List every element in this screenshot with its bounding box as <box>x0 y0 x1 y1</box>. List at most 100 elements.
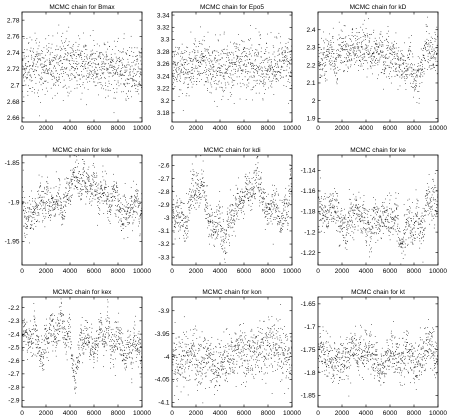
data-point <box>192 178 194 179</box>
data-point <box>65 40 67 42</box>
data-point <box>119 219 121 221</box>
data-point <box>234 210 236 212</box>
data-point <box>435 39 437 40</box>
data-point <box>191 191 192 193</box>
data-point <box>88 178 90 180</box>
data-point <box>36 221 38 222</box>
data-point <box>262 98 264 100</box>
data-point <box>269 203 271 205</box>
data-point <box>348 45 349 47</box>
data-point <box>341 38 343 39</box>
data-point <box>411 70 413 72</box>
data-point <box>399 85 401 87</box>
data-point <box>281 230 282 232</box>
data-point <box>231 87 232 89</box>
data-point <box>195 58 196 60</box>
data-point <box>383 69 385 71</box>
data-point <box>23 209 24 211</box>
data-point <box>278 53 280 55</box>
data-point <box>375 42 377 44</box>
data-point <box>37 197 39 199</box>
data-point <box>282 66 284 68</box>
data-point <box>434 40 436 42</box>
data-point <box>137 89 139 91</box>
data-point <box>256 70 258 72</box>
data-point <box>289 169 291 170</box>
data-point <box>290 72 291 74</box>
data-point <box>32 212 33 214</box>
data-point <box>234 197 236 199</box>
data-point <box>197 183 199 185</box>
data-point <box>186 215 188 217</box>
data-point <box>100 84 102 85</box>
data-point <box>257 156 259 157</box>
data-point <box>319 69 320 70</box>
data-point <box>50 74 51 75</box>
data-point <box>74 68 76 70</box>
data-point <box>325 56 326 58</box>
data-point <box>82 174 84 175</box>
data-point <box>54 77 56 79</box>
data-point <box>342 61 344 63</box>
data-point <box>47 81 49 83</box>
data-point <box>86 196 88 198</box>
data-point <box>319 62 320 64</box>
data-point <box>273 202 275 203</box>
data-point <box>214 212 216 213</box>
data-point <box>321 218 323 220</box>
data-point <box>339 44 341 46</box>
data-point <box>72 179 74 180</box>
data-point <box>106 59 108 61</box>
chart-title: MCMC chain for ke <box>350 147 406 154</box>
data-point <box>114 66 116 68</box>
data-point <box>87 63 89 64</box>
data-point <box>31 39 33 41</box>
data-point <box>118 209 120 211</box>
data-point <box>372 56 374 57</box>
data-point <box>265 216 266 217</box>
data-point <box>260 51 262 53</box>
data-point <box>404 60 406 62</box>
data-point <box>136 212 138 213</box>
data-point <box>345 36 347 38</box>
data-point <box>133 73 135 74</box>
data-point <box>43 64 45 66</box>
data-point <box>63 193 65 195</box>
data-point <box>193 80 195 82</box>
data-point <box>32 65 33 66</box>
data-point <box>383 61 385 62</box>
data-point <box>140 203 141 204</box>
data-point <box>207 59 209 61</box>
y-tick-label: 2.72 <box>7 66 20 73</box>
data-point <box>87 81 88 83</box>
data-point <box>227 213 229 215</box>
data-point <box>403 63 404 64</box>
data-point <box>233 218 234 220</box>
data-point <box>427 45 429 47</box>
data-point <box>239 197 241 198</box>
data-point <box>251 55 252 57</box>
data-point <box>286 214 287 216</box>
data-point <box>194 51 196 53</box>
data-point <box>113 112 115 114</box>
data-point <box>319 202 321 204</box>
data-point <box>394 48 395 49</box>
data-point <box>137 66 139 68</box>
data-point <box>51 43 53 45</box>
data-point <box>234 220 236 222</box>
data-point <box>74 177 76 178</box>
data-point <box>180 69 182 71</box>
data-point <box>138 84 139 86</box>
data-point <box>346 229 348 230</box>
data-point <box>78 182 79 183</box>
data-point <box>205 74 207 75</box>
data-point <box>396 56 398 57</box>
data-point <box>429 46 431 48</box>
data-point <box>98 64 100 66</box>
data-point <box>357 56 359 58</box>
data-point <box>121 207 123 209</box>
data-point <box>30 88 31 89</box>
data-point <box>421 59 423 61</box>
data-point <box>238 50 240 51</box>
data-point <box>244 213 245 215</box>
